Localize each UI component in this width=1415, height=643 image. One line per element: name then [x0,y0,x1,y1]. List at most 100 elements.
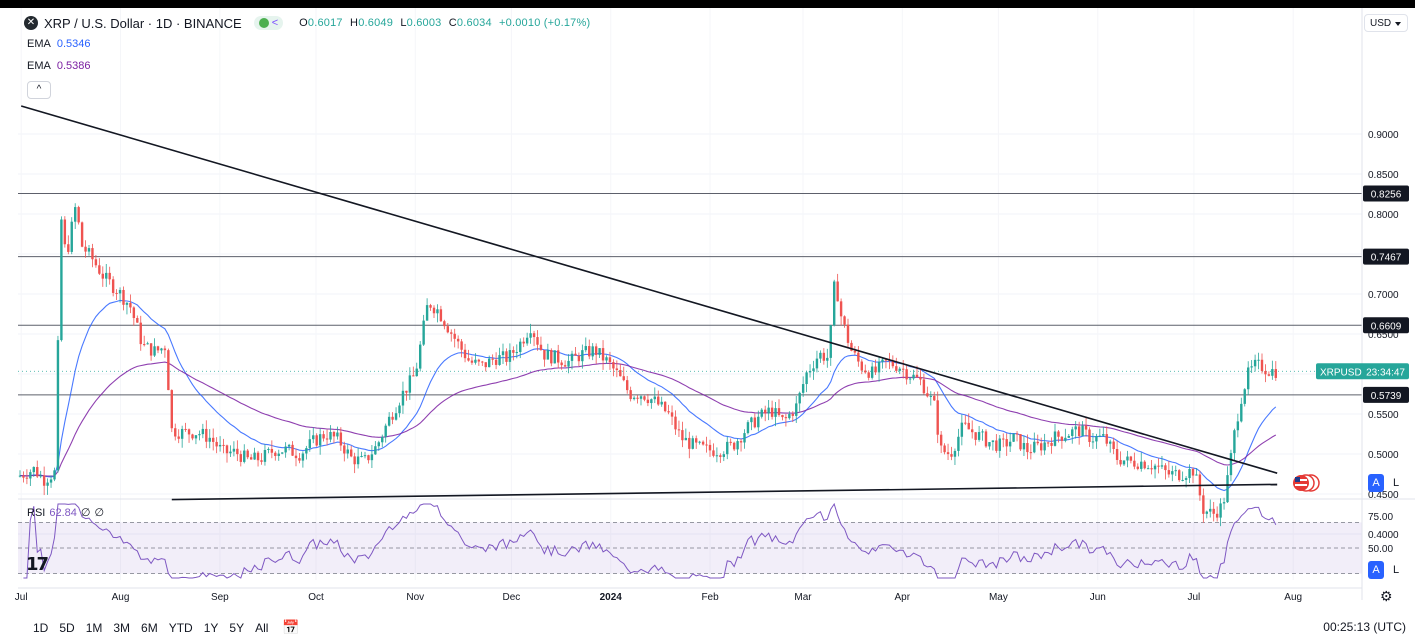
candle-body [36,467,39,477]
candle-body [322,434,325,439]
candle-body [1074,426,1077,430]
candle-body [270,448,274,453]
candle-body [557,350,560,363]
candle-body [370,454,374,461]
timeframe-1m[interactable]: 1M [85,620,103,635]
timeframe-ytd[interactable]: YTD [168,620,193,635]
candle-body [1119,459,1122,465]
time-tick-label: Nov [406,592,424,603]
candle-body [29,472,32,479]
candle-body [456,338,460,342]
candle-body [732,442,736,450]
candle-body [191,434,194,439]
candle-body [443,321,446,327]
candle-body [1057,431,1060,437]
candle-body [577,355,581,362]
collapse-legend-button[interactable]: ^ [27,81,51,99]
currency-select[interactable]: USD [1364,14,1408,32]
candle-body [926,393,929,397]
calendar-range-icon[interactable]: 📅 [282,619,300,635]
rsi-log-scale-button[interactable]: L [1392,564,1400,576]
candle-body [146,343,149,345]
us-flag-icon[interactable] [1292,474,1320,492]
candle-body [419,344,422,369]
candle-body [870,366,874,378]
candle-body [933,395,936,401]
candle-body [277,453,280,456]
candle-body [708,444,712,451]
candle-body [764,409,767,414]
rsi-band [18,522,1362,574]
timeframe-all[interactable]: All [255,620,269,635]
candle-body [343,445,346,454]
share-icon: < [271,17,279,29]
candle-body [757,416,760,428]
status-pill[interactable]: < [253,16,284,30]
candle-body [374,446,377,455]
candle-body [881,359,884,362]
candle-body [415,368,418,377]
price-tick-label: 0.4500 [1368,490,1399,501]
candle-body [964,422,967,424]
timeframe-5d[interactable]: 5D [59,620,75,635]
candle-body [1071,429,1074,436]
price-chart[interactable]: 0.9000 0.8500 0.8000 0.7000 0.6500 0.5500 0.50… [0,0,1415,612]
timeframe-6m[interactable]: 6M [141,620,158,635]
time-axis: Jul Aug Sep Oct Nov Dec 2024 Feb Mar Apr May Jun Jul… [15,587,1362,603]
ema-legend-2[interactable]: EMA 0.5386 [27,60,91,72]
settings-gear-icon[interactable]: ⚙ [1380,588,1393,604]
candle-body [215,441,218,447]
candle-body [915,374,919,378]
candle-body [129,302,132,308]
rsi-tick-label: 50.00 [1368,544,1393,555]
utc-clock[interactable]: 00:25:13 (UTC) [1323,620,1406,634]
candle-body [1260,359,1264,371]
candle-body [819,352,822,359]
candle-body [722,454,725,457]
candle-body [967,422,970,430]
candle-body [857,352,860,362]
time-tick-label: May [989,592,1008,603]
timeframe-3m[interactable]: 3M [113,620,131,635]
timeframe-buttons: 1D 5D 1M 3M 6M YTD 1Y 5Y All [33,621,268,635]
candle-body [332,431,336,437]
candle-body [519,341,522,353]
candle-body [74,207,77,222]
level-label: 0.6609 [1371,321,1402,332]
candle-body [684,437,688,441]
candle-body [136,318,139,323]
candle-body [884,359,888,361]
candle-body [895,366,898,371]
candle-body [470,360,474,363]
candle-body [1250,366,1253,368]
timeframe-1y[interactable]: 1Y [203,620,219,635]
candle-body [149,343,153,356]
log-scale-button[interactable]: L [1392,477,1400,489]
auto-scale-button[interactable]: A [1368,474,1384,492]
candle-body [201,428,205,435]
candle-body [294,455,298,459]
candle-body [1229,453,1233,476]
ema-legend-1[interactable]: EMA 0.5346 [27,38,91,50]
timeframe-5y[interactable]: 5Y [229,620,245,635]
candle-body [467,358,470,361]
candles [18,203,1277,527]
price-tick-label: 0.5500 [1368,410,1399,421]
candle-body [481,361,484,363]
candle-body [1267,374,1271,376]
candle-body [612,362,615,369]
candle-body [381,436,384,443]
rsi-legend[interactable]: RSI 62.84 ∅ ∅ [27,507,105,519]
symbol-title[interactable]: XRP / U.S. Dollar · 1D · BINANCE [44,15,242,31]
candle-body [405,390,408,393]
candle-body [1095,436,1098,442]
candle-body [494,359,498,365]
candle-body [122,289,125,305]
rsi-auto-scale-button[interactable]: A [1368,561,1384,579]
candle-body [180,428,184,439]
current-price-label-bg [1316,363,1409,380]
timeframe-1d[interactable]: 1D [33,620,49,635]
candle-body [363,455,367,457]
tradingview-logo-icon[interactable]: 17 [26,554,49,575]
candle-body [394,413,398,420]
